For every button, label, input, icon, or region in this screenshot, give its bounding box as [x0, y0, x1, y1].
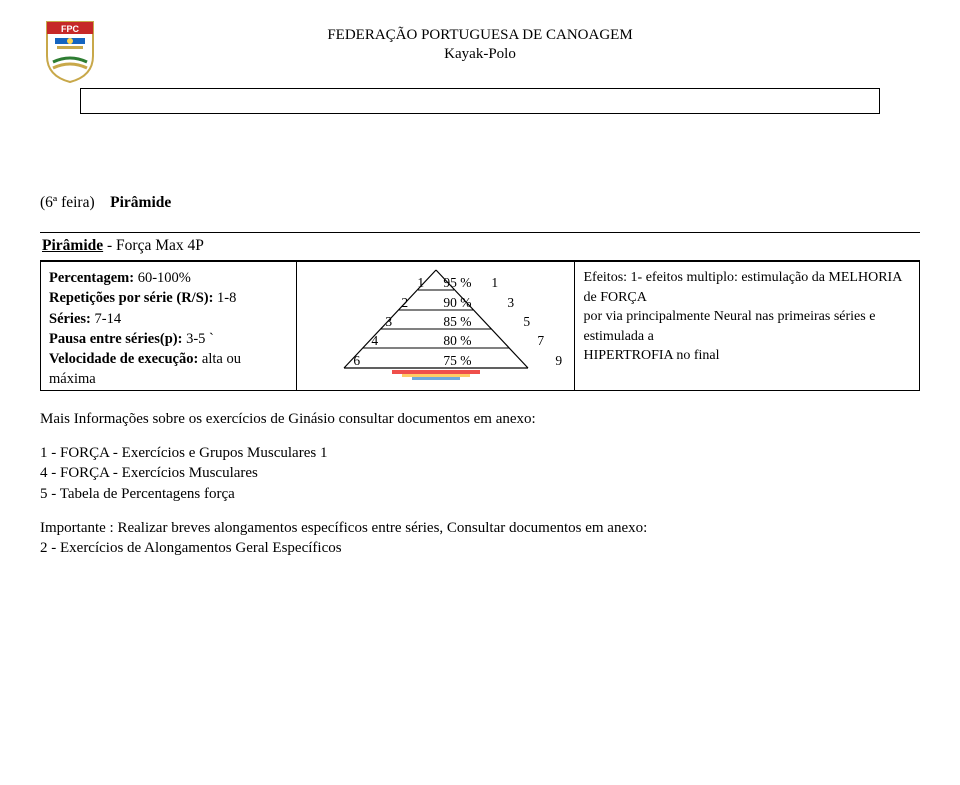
effects-column: Efeitos: 1- efeitos multiplo: estimulaçã…	[575, 262, 919, 390]
pyr-r1-right: 3	[507, 296, 514, 310]
param-label-pause: Pausa entre séries(p):	[49, 331, 182, 347]
day-name: Pirâmide	[110, 194, 171, 211]
effects-line3: HIPERTROFIA no final	[583, 346, 911, 366]
info-item-3: 5 - Tabela de Percentagens força	[40, 484, 920, 504]
important-line2: 2 - Exercícios de Alongamentos Geral Esp…	[40, 538, 920, 558]
pyr-r2-left: 3	[385, 315, 392, 329]
pyr-r3-center: 80 %	[443, 334, 471, 348]
exercise-subtitle: - Força Max 4P	[103, 237, 204, 254]
info-intro: Mais Informações sobre os exercícios de …	[40, 409, 920, 429]
svg-text:FPC: FPC	[61, 24, 80, 34]
info-item-1: 1 - FORÇA - Exercícios e Grupos Muscular…	[40, 443, 920, 463]
pyr-r3-left: 4	[371, 334, 378, 348]
param-val-series: 7-14	[91, 311, 121, 327]
param-label-speed: Velocidade de execução:	[49, 351, 198, 367]
org-logo: FPC	[40, 18, 100, 84]
pyr-r2-right: 5	[523, 315, 530, 329]
effects-line1: Efeitos: 1- efeitos multiplo: estimulaçã…	[583, 268, 911, 307]
param-label-series: Séries:	[49, 311, 91, 327]
exercise-main-box: Percentagem: 60-100% Repetições por séri…	[40, 261, 920, 391]
pyr-r0-center: 95 %	[443, 276, 471, 290]
info-item-2: 4 - FORÇA - Exercícios Musculares	[40, 463, 920, 483]
important-line1: Importante : Realizar breves alongamento…	[40, 518, 920, 538]
pyr-r0-right: 1	[491, 276, 498, 290]
exercise-name: Pirâmide	[42, 237, 103, 254]
param-val-pause: 3-5 `	[182, 331, 213, 347]
pyr-r4-right: 9	[555, 354, 562, 368]
section-heading: (6ª feira) Pirâmide	[40, 194, 920, 212]
pyr-r0-left: 1	[417, 276, 424, 290]
param-val-percent: 60-100%	[134, 270, 191, 286]
day-label: (6ª feira)	[40, 194, 95, 211]
exercise-box-title: Pirâmide - Força Max 4P	[40, 232, 920, 261]
param-val-reps: 1-8	[213, 290, 236, 306]
info-block: Mais Informações sobre os exercícios de …	[40, 409, 920, 559]
pyramid-column: 1 95 % 1 2 90 % 3 3 85 % 5 4 80 % 7 6 75…	[297, 262, 575, 390]
pyr-r4-center: 75 %	[443, 354, 471, 368]
pyr-r3-right: 7	[537, 334, 544, 348]
pyr-r4-left: 6	[353, 354, 360, 368]
param-label-reps: Repetições por série (R/S):	[49, 290, 213, 306]
org-name-line2: Kayak-Polo	[100, 45, 860, 64]
param-label-percent: Percentagem:	[49, 270, 134, 286]
pyr-r2-center: 85 %	[443, 315, 471, 329]
parameters-column: Percentagem: 60-100% Repetições por séri…	[41, 262, 297, 390]
pyramid-diagram: 1 95 % 1 2 90 % 3 3 85 % 5 4 80 % 7 6 75…	[297, 266, 574, 384]
pyr-r1-left: 2	[401, 296, 408, 310]
header-divider-box	[80, 88, 880, 114]
org-name-line1: FEDERAÇÃO PORTUGUESA DE CANOAGEM	[100, 26, 860, 45]
pyr-r1-center: 90 %	[443, 296, 471, 310]
page-header: FPC FEDERAÇÃO PORTUGUESA DE CANOAGEM Kay…	[40, 18, 920, 84]
effects-line2: por via principalmente Neural nas primei…	[583, 307, 911, 346]
